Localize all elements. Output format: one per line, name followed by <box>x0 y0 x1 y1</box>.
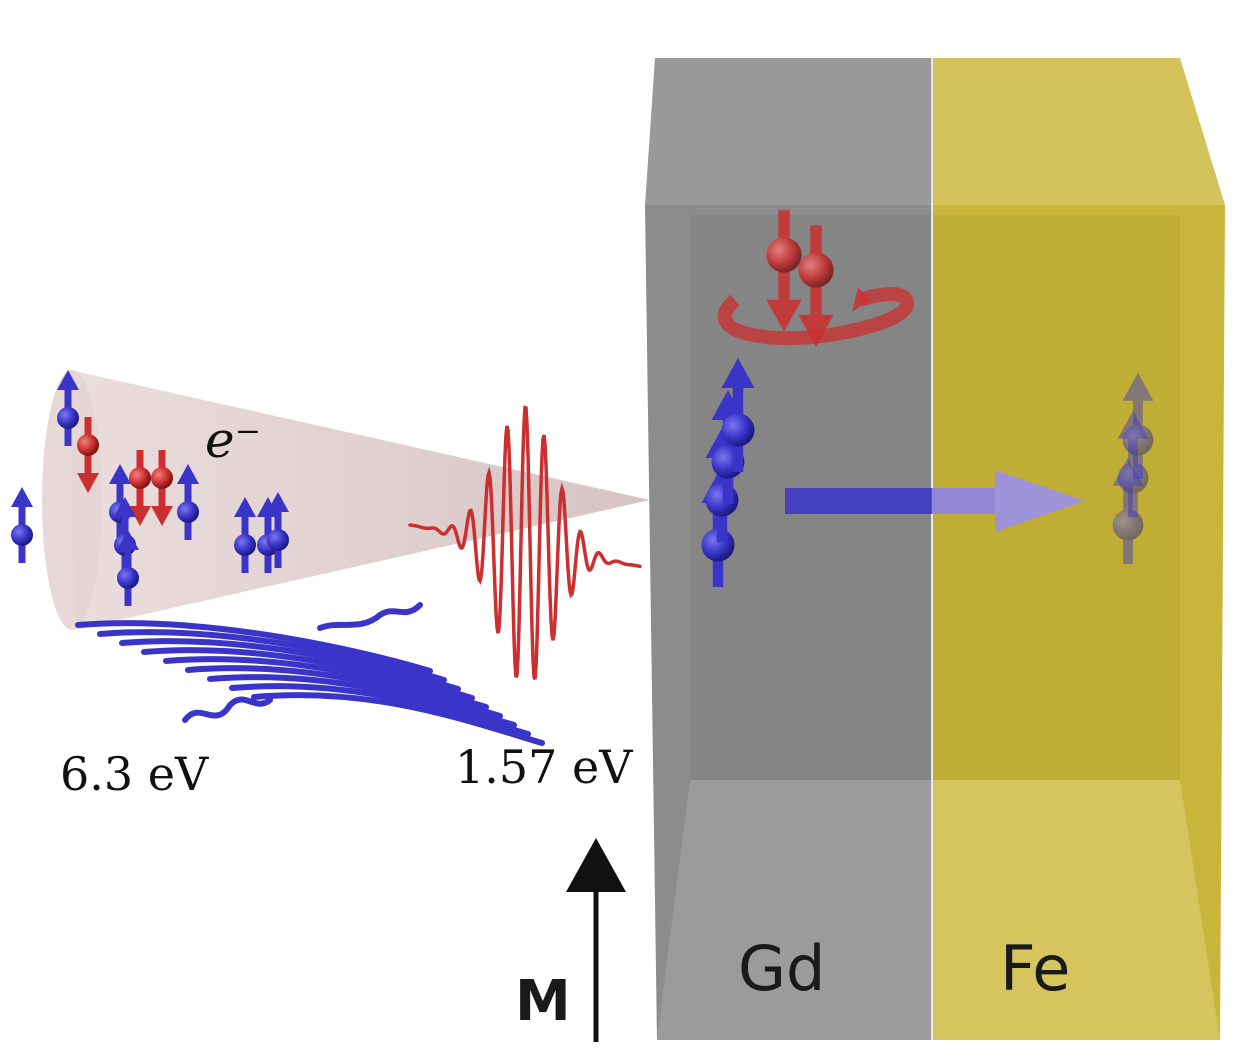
probe-wave-lead <box>317 602 423 631</box>
spin-up-electron <box>57 370 79 446</box>
spin-up-electron <box>234 497 256 573</box>
spin-up-electron <box>11 487 33 563</box>
probe-wave-line <box>185 665 503 719</box>
gd-layer-top-face <box>645 58 932 205</box>
gd-spin-stack <box>701 358 755 587</box>
spin-up-electron <box>177 464 199 540</box>
gd-5d-spin <box>721 358 755 472</box>
pump-wave <box>408 405 642 680</box>
precession-ribbon <box>717 287 914 346</box>
probe-wave-line <box>119 638 461 692</box>
arrow-up-icon <box>566 838 626 892</box>
gd-4f-spins <box>717 210 914 347</box>
gd-layer-label: Gd <box>738 932 825 1005</box>
probe-wave-line <box>75 620 433 674</box>
fe-layer-bottom-face <box>932 780 1220 1040</box>
spin-up-electron <box>267 492 289 568</box>
arrow-right-icon <box>995 470 1085 532</box>
probe-wave-line <box>229 683 531 737</box>
probe-wave-line <box>141 647 475 701</box>
spin-down-electron <box>129 450 151 526</box>
spin-up-electron <box>117 530 139 606</box>
fe-layer-top-face <box>932 58 1225 205</box>
probe-wave-line <box>251 692 545 746</box>
gd-layer-bottom-face <box>657 780 932 1040</box>
magnetization-label: M <box>515 969 571 1034</box>
fe-layer-label: Fe <box>1000 932 1070 1005</box>
magnetization-arrow <box>566 838 626 1042</box>
probe-wave-line <box>163 656 489 710</box>
probe-pulse-6eV <box>75 602 545 746</box>
spin-transfer-arrow <box>785 470 1085 532</box>
probe-energy-label: 6.3 eV <box>60 747 209 801</box>
probe-wave-tail <box>182 696 273 723</box>
probe-wave-line <box>97 629 447 683</box>
electron-label: e⁻ <box>205 411 261 469</box>
spin-down-electron <box>151 450 173 526</box>
gd-4f-spin <box>798 225 834 347</box>
fe-spin-stack <box>1112 372 1154 565</box>
photoelectron-group <box>11 370 289 606</box>
pump-pulse-1eV <box>408 405 642 680</box>
fe-spin <box>1122 372 1154 480</box>
gd-4f-spin <box>766 210 802 332</box>
pump-energy-label: 1.57 eV <box>455 740 633 794</box>
spin-down-electron <box>77 417 99 493</box>
probe-wave-line <box>207 674 517 728</box>
